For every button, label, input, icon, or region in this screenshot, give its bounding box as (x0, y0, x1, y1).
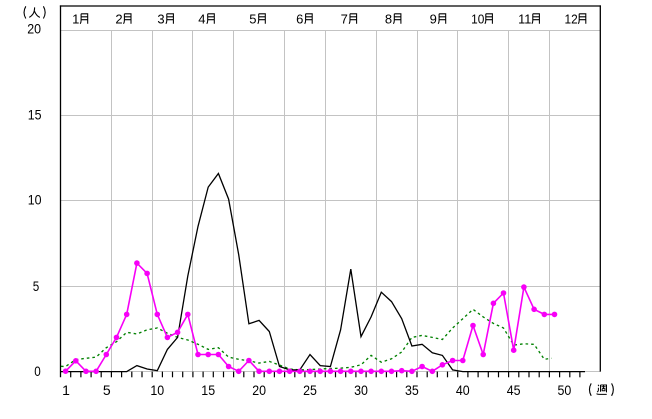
svg-text:40: 40 (456, 382, 470, 398)
svg-text:15: 15 (28, 107, 42, 123)
svg-text:15: 15 (201, 382, 215, 398)
svg-text:3: 3 (157, 11, 164, 26)
svg-text:10: 10 (471, 11, 484, 26)
svg-text:4: 4 (198, 11, 205, 26)
svg-text:2: 2 (115, 11, 122, 26)
svg-text:0: 0 (34, 363, 41, 379)
svg-text:5: 5 (103, 382, 111, 398)
svg-text:30: 30 (354, 382, 368, 398)
svg-text:1: 1 (62, 382, 70, 398)
svg-text:7: 7 (341, 11, 348, 26)
svg-text:5: 5 (249, 11, 256, 26)
svg-text:20: 20 (27, 21, 41, 37)
svg-text:9: 9 (430, 11, 437, 26)
svg-text:25: 25 (303, 382, 317, 398)
svg-text:1: 1 (72, 11, 79, 26)
svg-text:10: 10 (28, 192, 42, 208)
svg-text:8: 8 (385, 11, 392, 26)
svg-text:10: 10 (150, 382, 164, 398)
svg-text:35: 35 (405, 382, 419, 398)
svg-text:12: 12 (565, 11, 578, 26)
svg-text:11: 11 (518, 11, 531, 26)
svg-text:20: 20 (252, 382, 266, 398)
svg-text:6: 6 (296, 11, 303, 26)
svg-text:5: 5 (33, 278, 40, 294)
svg-text:45: 45 (507, 382, 521, 398)
svg-text:50: 50 (558, 382, 572, 398)
